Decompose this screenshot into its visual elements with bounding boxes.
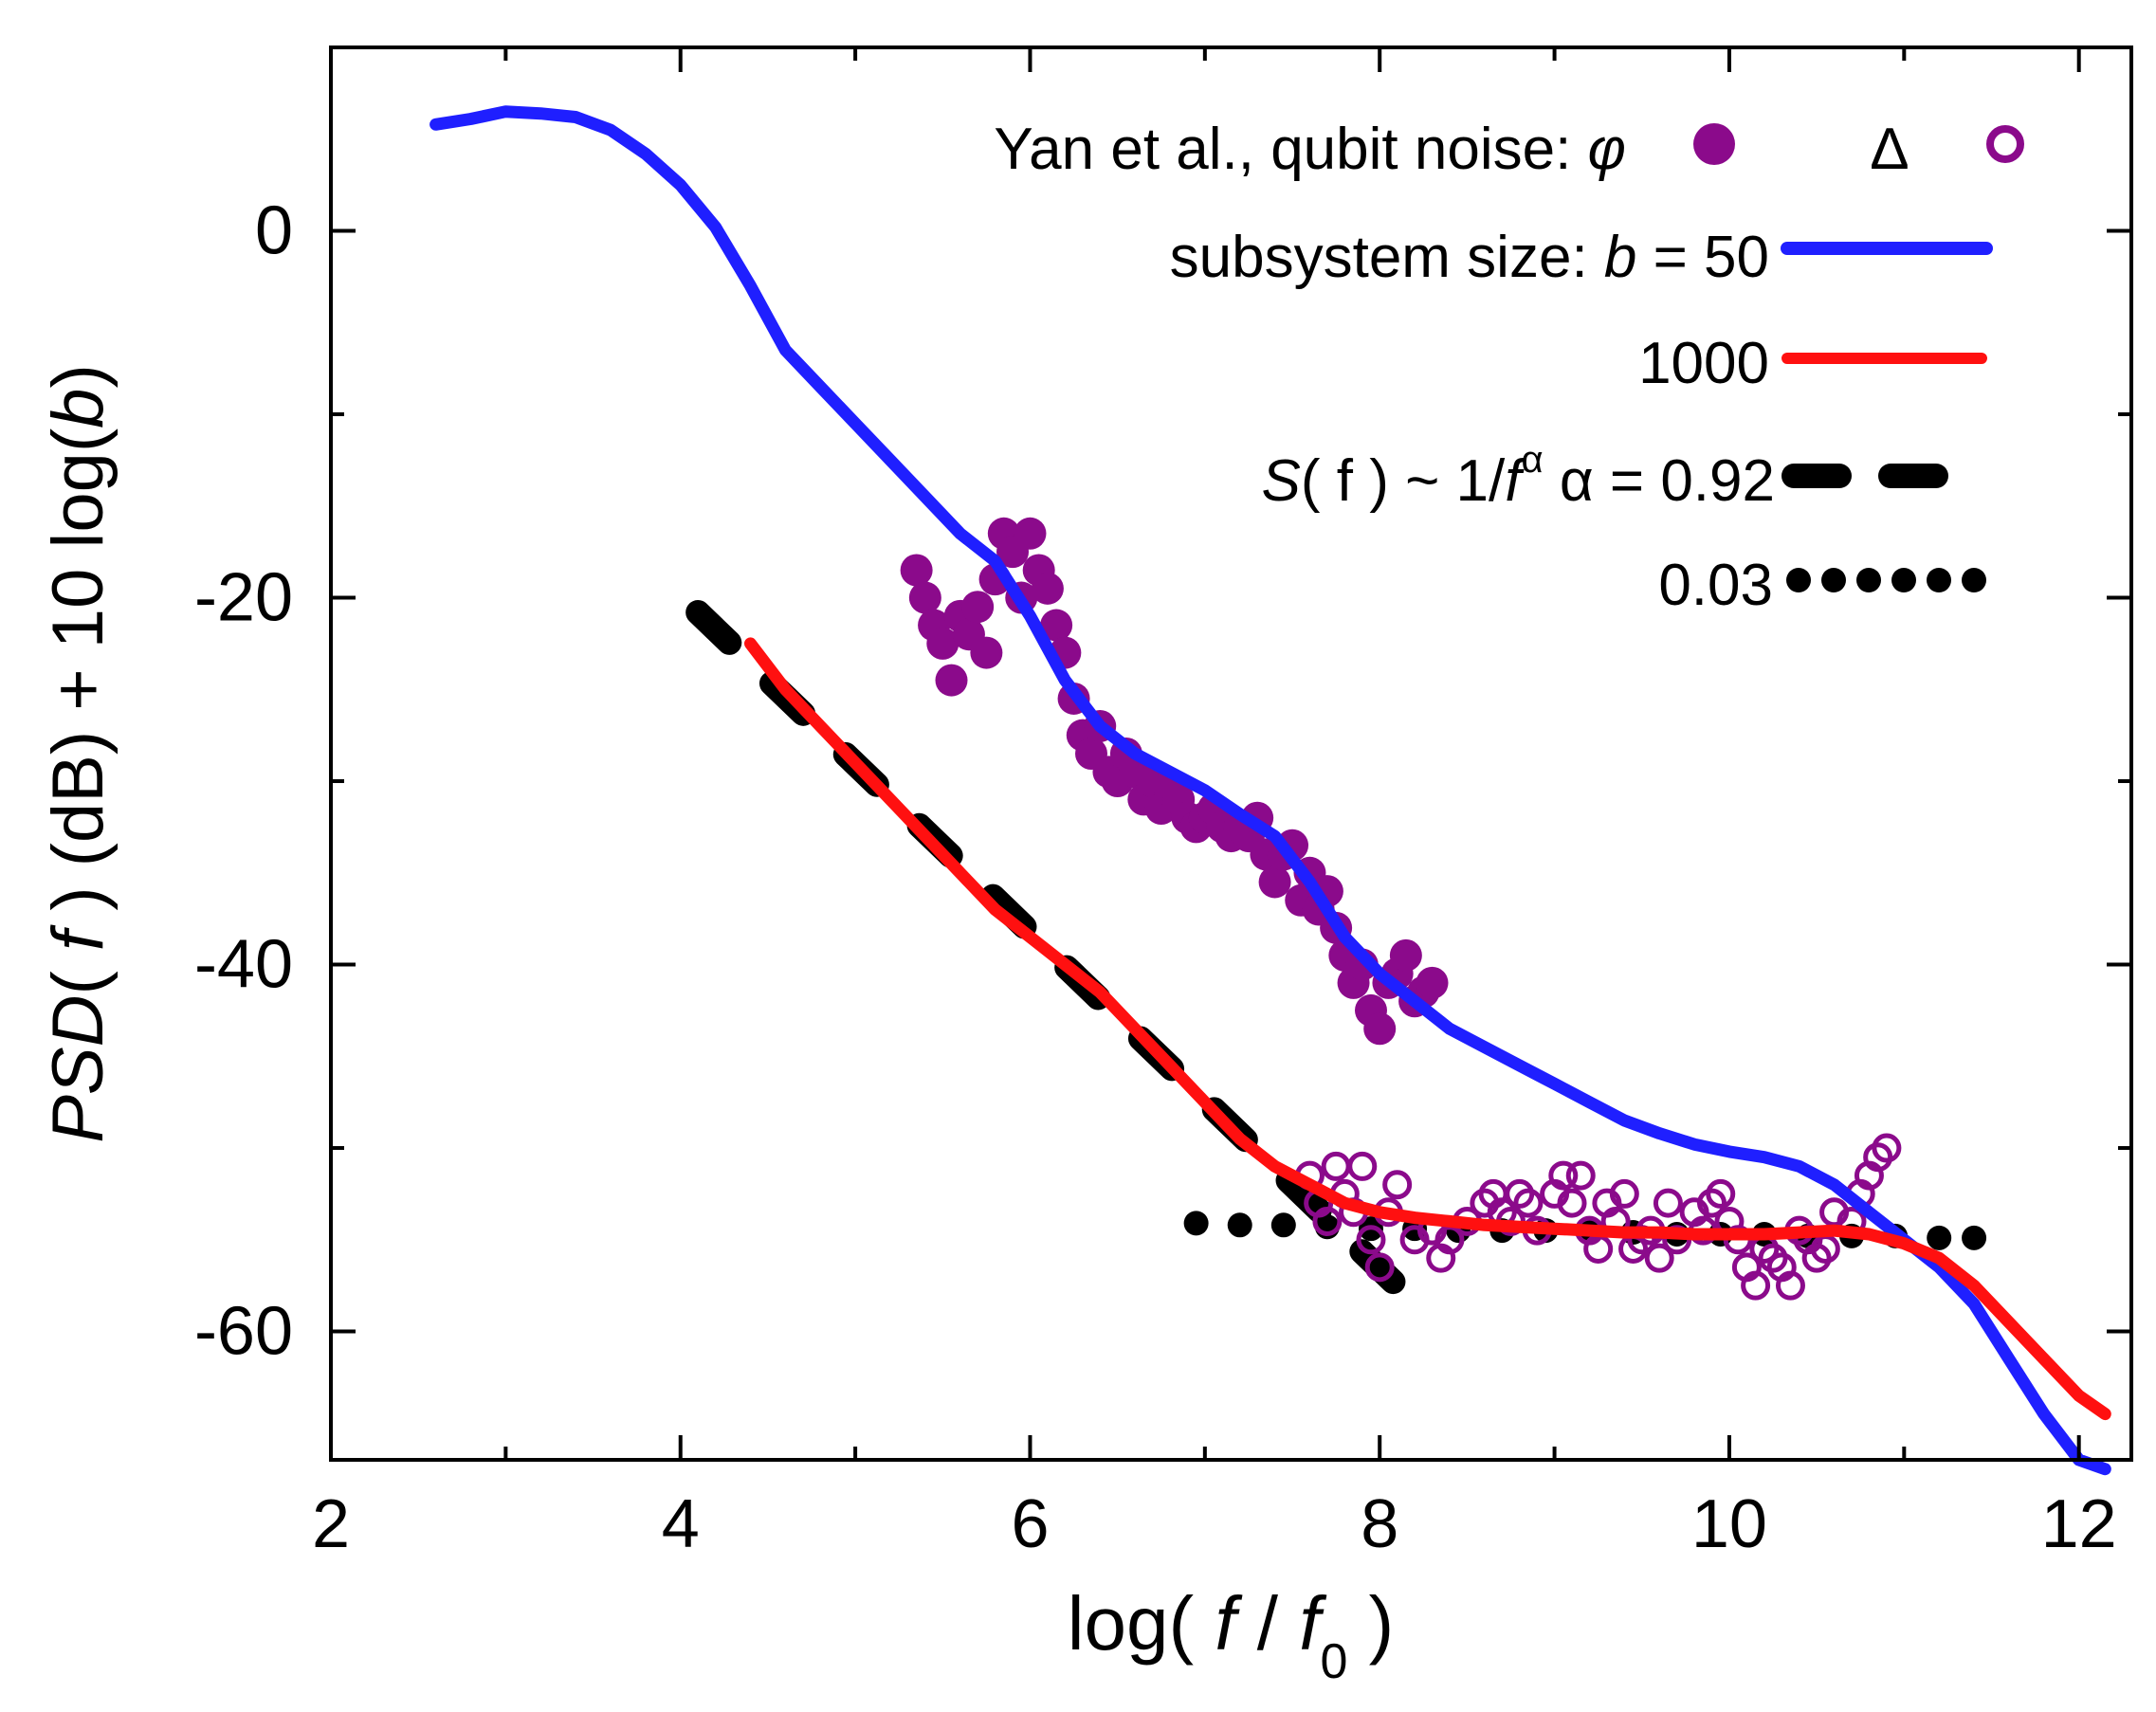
x-tick-label: 10 xyxy=(1691,1486,1767,1562)
legend-dot xyxy=(1927,568,1951,592)
phi-point xyxy=(1031,572,1064,605)
phi-point xyxy=(1416,966,1449,999)
legend-delta-label: Δ xyxy=(1870,117,1909,182)
delta-point xyxy=(1548,1160,1579,1191)
legend-dot xyxy=(1962,568,1986,592)
plot-frame xyxy=(329,46,2133,1462)
delta-point xyxy=(1513,1188,1544,1218)
legend-dot-label: 0.03 xyxy=(1658,553,1773,618)
delta-point xyxy=(1557,1188,1587,1218)
phi-point xyxy=(961,591,995,624)
legend: Yan et al., qubit noise: φ Δ subsystem s… xyxy=(994,117,2024,618)
phi-point xyxy=(1389,938,1422,972)
x-tick-label: 12 xyxy=(2041,1486,2117,1562)
delta-point xyxy=(1653,1188,1683,1218)
legend-yan-label: Yan et al., qubit noise: φ xyxy=(994,117,1626,182)
delta-point xyxy=(1321,1151,1351,1181)
phi-point xyxy=(900,554,933,587)
delta-point xyxy=(1382,1170,1413,1200)
phi-point xyxy=(1363,1012,1397,1046)
delta-point xyxy=(1801,1243,1832,1273)
x-tick-label: 6 xyxy=(1011,1486,1049,1562)
series-fit-0.03-dot xyxy=(1962,1225,1987,1250)
y-tick-label: -20 xyxy=(194,560,293,636)
y-tick-label: -40 xyxy=(194,927,293,1003)
legend-dot xyxy=(1856,568,1881,592)
delta-point xyxy=(1505,1178,1535,1209)
delta-point xyxy=(1706,1178,1736,1209)
series-fit-0.03-dot xyxy=(1183,1211,1209,1236)
phi-point xyxy=(908,581,941,614)
delta-point xyxy=(1775,1270,1805,1301)
y-tick-label: -60 xyxy=(194,1294,293,1370)
phi-point xyxy=(935,664,968,697)
delta-point xyxy=(1312,1206,1343,1236)
legend-dot xyxy=(1891,568,1916,592)
phi-point xyxy=(926,627,959,660)
delta-point xyxy=(1758,1243,1788,1273)
delta-point xyxy=(1872,1133,1902,1163)
legend-b1000-label: 1000 xyxy=(1638,331,1769,396)
delta-point xyxy=(1347,1151,1378,1181)
legend-b50-label: subsystem size: b = 50 xyxy=(1170,225,1769,290)
tick-layer: 2 4 6 8 10 12 0 -20 -40 -60 xyxy=(194,47,2131,1562)
phi-point xyxy=(1258,865,1291,899)
legend-dot-markers xyxy=(1786,568,1986,592)
y-tick-label: 0 xyxy=(255,193,293,269)
legend-fit-label: S( f ) ~ 1/fα α = 0.92 xyxy=(1262,439,1775,514)
legend-phi-marker xyxy=(1693,123,1735,165)
legend-dot xyxy=(1821,568,1846,592)
phi-point xyxy=(1040,609,1073,642)
series-fit-0.03-dot xyxy=(1227,1212,1252,1238)
x-axis-title: log( f / f0 ) xyxy=(1068,1581,1395,1689)
series-b1000-line xyxy=(744,637,2111,1421)
delta-point xyxy=(1644,1243,1674,1273)
delta-point xyxy=(1565,1160,1596,1191)
delta-point xyxy=(1697,1188,1727,1218)
phi-point xyxy=(1014,517,1047,550)
delta-point xyxy=(1356,1225,1386,1255)
legend-dot xyxy=(1786,568,1811,592)
delta-point xyxy=(1609,1178,1639,1209)
series-fit-0.03-dot xyxy=(1270,1212,1296,1238)
x-tick-label: 4 xyxy=(662,1486,700,1562)
legend-delta-marker xyxy=(1986,125,2024,163)
delta-point xyxy=(1863,1142,1893,1173)
x-tick-label: 2 xyxy=(312,1486,350,1562)
delta-point xyxy=(1364,1252,1395,1283)
phi-point xyxy=(970,636,1003,669)
x-tick-label: 8 xyxy=(1361,1486,1398,1562)
series-layer xyxy=(429,105,2111,1476)
series-fit-0.03-dot xyxy=(1927,1225,1952,1250)
y-axis-title: PSD( f ) (dB) + 10 log(b) xyxy=(38,364,119,1143)
delta-point xyxy=(1741,1270,1771,1301)
series-b50-line xyxy=(429,105,2111,1476)
